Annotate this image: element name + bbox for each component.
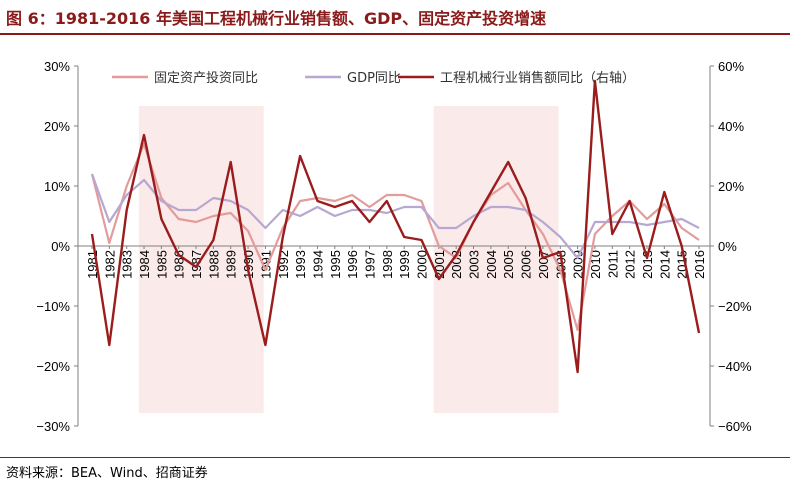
- x-tick-label: 1985: [154, 250, 169, 279]
- x-tick-label: 2016: [692, 250, 707, 279]
- x-tick-label: 2007: [536, 250, 551, 279]
- right-tick-label: 40%: [718, 119, 744, 134]
- x-tick-label: 1993: [293, 250, 308, 279]
- right-tick-label: 0%: [718, 239, 737, 254]
- x-tick-label: 1983: [120, 250, 135, 279]
- right-tick-label: −60%: [718, 419, 752, 434]
- x-tick-label: 1989: [224, 250, 239, 279]
- x-tick-label: 2008: [553, 250, 568, 279]
- x-tick-label: 1984: [137, 250, 152, 279]
- title-divider: [0, 33, 790, 35]
- left-tick-label: 20%: [44, 119, 70, 134]
- x-tick-label: 1997: [362, 250, 377, 279]
- series-line-fixed-investment: [90, 142, 700, 332]
- right-tick-label: −40%: [718, 359, 752, 374]
- right-tick-label: 20%: [718, 179, 744, 194]
- x-tick-label: 2006: [519, 250, 534, 279]
- x-tick-label: 1999: [397, 250, 412, 279]
- x-tick-label: 1982: [102, 250, 117, 279]
- left-tick-label: 10%: [44, 179, 70, 194]
- right-tick-label: −20%: [718, 299, 752, 314]
- legend-item-fixed-investment-label: 固定资产投资同比: [154, 70, 258, 86]
- chart-title: 图 6：1981-2016 年美国工程机械行业销售额、GDP、固定资产投资增速: [6, 9, 547, 28]
- x-tick-label: 1996: [345, 250, 360, 279]
- x-tick-label: 1988: [206, 250, 221, 279]
- x-tick-label: 1994: [310, 250, 325, 279]
- x-tick-label: 2004: [484, 250, 499, 279]
- footer-divider: [0, 457, 790, 458]
- x-tick-label: 2003: [467, 250, 482, 279]
- x-tick-label: 1998: [380, 250, 395, 279]
- left-tick-label: 0%: [51, 239, 70, 254]
- series-line-gdp: [90, 173, 700, 260]
- x-tick-label: 2014: [657, 250, 672, 279]
- left-tick-label: 30%: [44, 59, 70, 74]
- x-tick-label: 2002: [449, 250, 464, 279]
- x-tick-label: 1995: [328, 250, 343, 279]
- x-tick-label: 2012: [623, 250, 638, 279]
- shaded-period-2: [433, 106, 559, 413]
- x-tick-label: 2005: [501, 250, 516, 279]
- left-tick-label: −30%: [36, 419, 70, 434]
- x-tick-label: 2011: [605, 250, 620, 278]
- x-tick-label: 2009: [571, 250, 586, 279]
- left-tick-label: −10%: [36, 299, 70, 314]
- left-tick-label: −20%: [36, 359, 70, 374]
- x-tick-label: 2000: [415, 250, 430, 279]
- series-line-machinery-sales: [90, 79, 701, 374]
- legend-item-machinery-sales-label: 工程机械行业销售额同比（右轴）: [440, 70, 635, 86]
- x-tick-label: 2001: [432, 250, 447, 279]
- source-note: 资料来源：BEA、Wind、招商证券: [6, 466, 208, 481]
- legend-item-gdp-label: GDP同比: [347, 71, 401, 86]
- x-tick-label: 2013: [640, 250, 655, 279]
- right-tick-label: 60%: [718, 59, 744, 74]
